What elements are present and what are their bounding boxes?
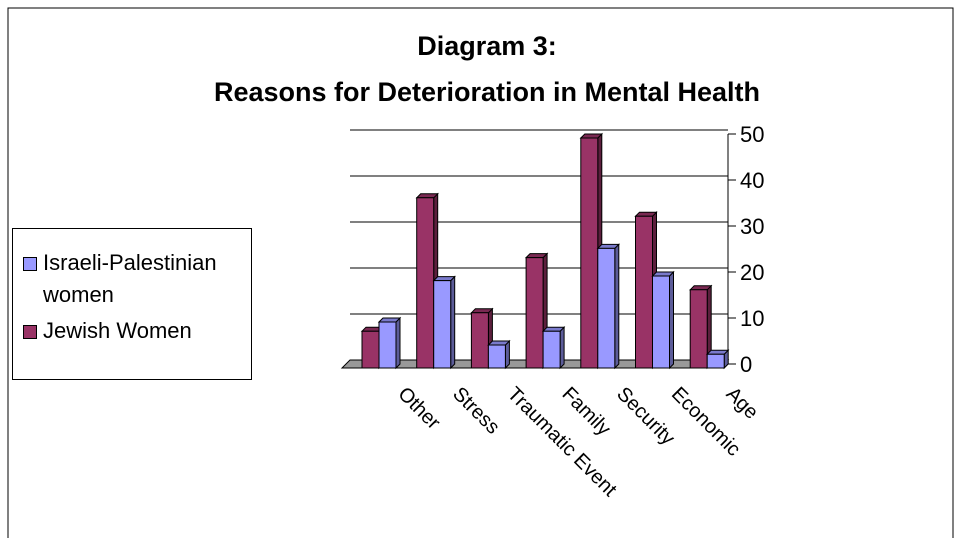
bar-face	[689, 289, 708, 369]
bar-face	[395, 316, 401, 370]
bar	[651, 270, 675, 370]
bar-face	[669, 270, 674, 370]
bar-face	[416, 197, 435, 369]
bar	[705, 348, 730, 370]
legend: Israeli-Palestinian women Jewish Women	[12, 228, 252, 380]
bar-face	[559, 325, 565, 370]
bar-face	[470, 308, 494, 314]
bar-face	[525, 257, 544, 369]
y-tick-label: 20	[740, 260, 764, 285]
bar-face	[597, 247, 616, 369]
bar-face	[433, 280, 452, 369]
bar	[596, 243, 621, 370]
y-tick-label: 50	[740, 122, 764, 147]
bar	[541, 325, 566, 370]
x-tick-label: Other	[393, 383, 444, 434]
bar	[470, 307, 494, 370]
bar-face	[706, 353, 725, 369]
bar-face	[596, 243, 621, 249]
bar-face	[634, 211, 658, 217]
bar	[487, 339, 511, 370]
chart-border	[7, 7, 954, 538]
legend-entry: Jewish Women	[23, 318, 248, 347]
legend-swatch	[23, 257, 37, 271]
bar	[432, 275, 456, 370]
bar-face	[450, 275, 456, 370]
bar-face	[470, 312, 489, 369]
bar-face	[377, 317, 402, 323]
bar-face	[614, 243, 620, 370]
bar-face	[579, 133, 604, 139]
bar-face	[541, 326, 566, 332]
y-tick-label: 40	[740, 168, 764, 193]
bar-face	[580, 137, 599, 369]
bar-face	[361, 330, 380, 369]
bar-face	[524, 253, 549, 259]
bar-face	[378, 321, 397, 369]
bar-face	[652, 275, 670, 369]
x-tick-label: Age	[722, 383, 763, 424]
y-tick-label: 30	[740, 214, 764, 239]
bar-face	[415, 193, 439, 199]
y-tick-label: 10	[740, 306, 764, 331]
legend-label: Jewish Women	[43, 318, 192, 343]
x-tick-label: Security	[612, 383, 679, 450]
legend-label: Israeli-Palestinian women	[43, 250, 217, 307]
bar	[377, 316, 402, 370]
legend-entry: Israeli-Palestinian women	[23, 250, 248, 311]
legend-swatch	[23, 325, 37, 339]
chart-title: Diagram 3:	[417, 31, 557, 61]
bar-face	[487, 344, 506, 369]
chart-subtitle: Reasons for Deterioration in Mental Heal…	[214, 77, 760, 107]
bar-face	[432, 276, 456, 282]
bar-face	[635, 215, 653, 369]
y-tick-label: 0	[740, 352, 752, 377]
bar-face	[542, 330, 561, 369]
bar-face	[705, 349, 730, 355]
x-tick-label: Stress	[448, 383, 504, 439]
bar-face	[688, 285, 713, 291]
bar-face	[487, 340, 511, 346]
bar-face	[651, 271, 675, 277]
